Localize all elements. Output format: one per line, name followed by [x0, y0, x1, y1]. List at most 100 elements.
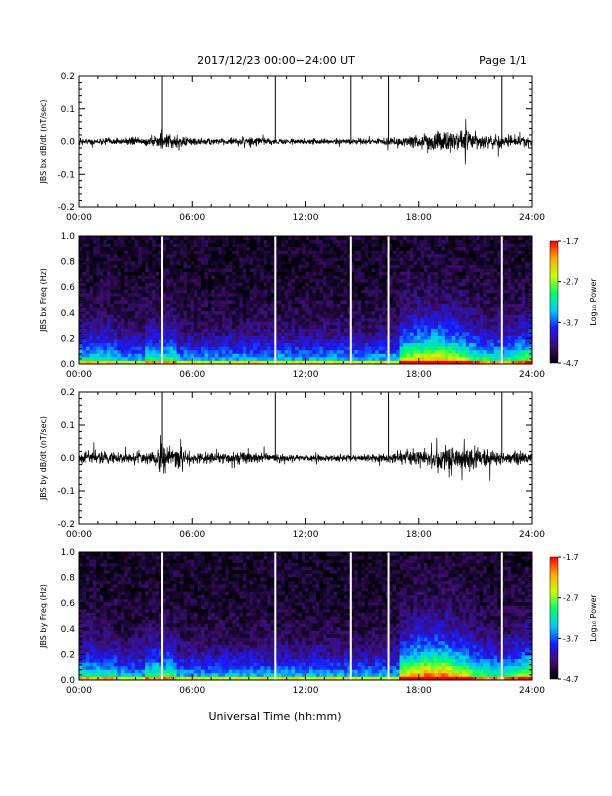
spectrogram-cell: [302, 307, 306, 311]
spectrogram-cell: [452, 357, 456, 361]
spectrogram-cell: [333, 236, 337, 240]
spectrogram-cell: [306, 272, 310, 276]
spectrogram-cell: [135, 264, 139, 268]
spectrogram-cell: [344, 321, 348, 325]
spectrogram-cell: [152, 346, 156, 350]
spectrogram-cell: [490, 272, 494, 276]
spectrogram-cell: [372, 279, 376, 283]
spectrogram-cell: [525, 257, 529, 261]
spectrogram-cell: [271, 286, 275, 290]
spectrogram-cell: [152, 339, 156, 343]
spectrogram-cell: [142, 264, 146, 268]
spectrogram-cell: [197, 336, 201, 340]
spectrogram-cell: [476, 268, 480, 272]
spectrogram-cell: [480, 339, 484, 343]
spectrogram-cell: [142, 272, 146, 276]
spectrogram-cell: [358, 336, 362, 340]
spectrogram-cell: [323, 336, 327, 340]
spectrogram-cell: [142, 250, 146, 254]
spectrogram-cell: [326, 339, 330, 343]
spectrogram-cell: [427, 261, 431, 265]
spectrogram-cell: [312, 286, 316, 290]
spectrogram-cell: [375, 243, 379, 247]
spectrogram-cell: [117, 254, 121, 258]
spectrogram-cell: [330, 357, 334, 361]
spectrogram-cell: [358, 339, 362, 343]
spectrogram-cell: [246, 321, 250, 325]
spectrogram-cell: [145, 257, 149, 261]
spectrogram-cell: [525, 289, 529, 293]
spectrogram-cell: [400, 293, 404, 297]
spectrogram-cell: [410, 325, 414, 329]
spectrogram-cell: [264, 275, 268, 279]
spectrogram-cell: [337, 268, 341, 272]
spectrogram-cell: [96, 240, 100, 244]
spectrogram-cell: [131, 350, 135, 354]
spectrogram-cell: [407, 240, 411, 244]
spectrogram-cell: [490, 296, 494, 300]
spectrogram-cell: [124, 318, 128, 322]
spectrogram-cell: [177, 275, 181, 279]
spectrogram-cell: [177, 300, 181, 304]
spectrogram-cell: [438, 275, 442, 279]
spectrogram-cell: [173, 357, 177, 361]
spectrogram-cell: [316, 346, 320, 350]
spectrogram-cell: [438, 286, 442, 290]
spectrogram-cell: [403, 254, 407, 258]
spectrogram-cell: [285, 325, 289, 329]
spectrogram-cell: [257, 296, 261, 300]
spectrogram-cell: [337, 343, 341, 347]
spectrogram-cell: [508, 261, 512, 265]
spectrogram-cell: [434, 311, 438, 315]
spectrogram-cell: [243, 279, 247, 283]
spectrogram-cell: [490, 289, 494, 293]
spectrogram-cell: [149, 289, 153, 293]
spectrogram-cell: [142, 257, 146, 261]
spectrogram-cell: [114, 243, 118, 247]
spectrogram-cell: [330, 328, 334, 332]
spectrogram-cell: [396, 247, 400, 251]
spectrogram-cell: [459, 293, 463, 297]
spectrogram-cell: [96, 293, 100, 297]
spectrogram-cell: [110, 353, 114, 357]
spectrogram-cell: [180, 243, 184, 247]
spectrogram-cell: [257, 236, 261, 240]
spectrogram-cell: [232, 328, 236, 332]
spectrogram-cell: [110, 296, 114, 300]
spectrogram-cell: [515, 261, 519, 265]
spectrogram-cell: [438, 268, 442, 272]
spectrogram-cell: [208, 254, 212, 258]
spectrogram-cell: [138, 247, 142, 251]
spectrogram-cell: [469, 304, 473, 308]
spectrogram-cell: [414, 264, 418, 268]
spectrogram-cell: [302, 261, 306, 265]
spectrogram-cell: [173, 272, 177, 276]
spectrogram-cell: [128, 257, 132, 261]
spectrogram-cell: [229, 325, 233, 329]
spectrogram-cell: [82, 300, 86, 304]
spectrogram-cell: [218, 268, 222, 272]
spectrogram-cell: [424, 261, 428, 265]
spectrogram-cell: [326, 272, 330, 276]
spectrogram-cell: [204, 296, 208, 300]
spectrogram-cell: [204, 343, 208, 347]
spectrogram-cell: [466, 311, 470, 315]
spectrogram-cell: [448, 240, 452, 244]
spectrogram-cell: [372, 314, 376, 318]
spectrogram-cell: [295, 336, 299, 340]
spectrogram-cell: [393, 279, 397, 283]
spectrogram-cell: [110, 240, 114, 244]
spectrogram-cell: [466, 282, 470, 286]
spectrogram-cell: [504, 268, 508, 272]
spectrogram-cell: [89, 286, 93, 290]
spectrogram-cell: [197, 254, 201, 258]
spectrogram-cell: [319, 343, 323, 347]
spectrogram-cell: [250, 328, 254, 332]
spectrogram-cell: [142, 236, 146, 240]
spectrogram-cell: [382, 275, 386, 279]
spectrogram-cell: [114, 282, 118, 286]
spectrogram-cell: [476, 343, 480, 347]
spectrogram-cell: [285, 247, 289, 251]
spectrogram-cell: [82, 307, 86, 311]
spectrogram-cell: [257, 300, 261, 304]
